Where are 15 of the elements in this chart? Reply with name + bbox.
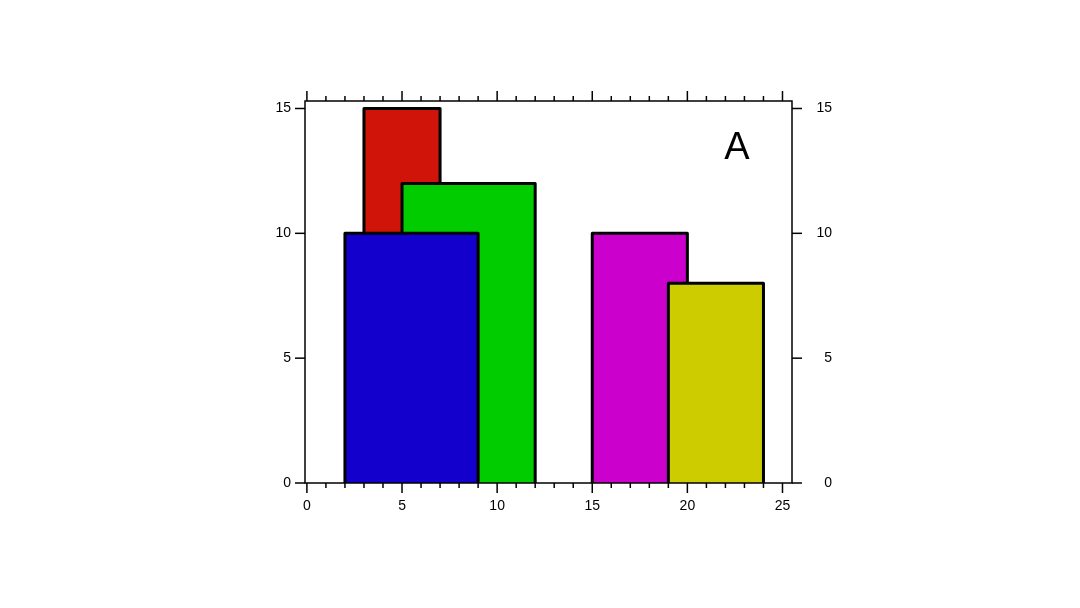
x-tick-label: 20 (679, 497, 696, 514)
y-tick-label: 15 (275, 99, 292, 116)
y2-tick-label: 5 (824, 349, 833, 366)
annotation: A (724, 125, 751, 167)
y-tick-label: 0 (283, 473, 292, 490)
y2-tick-label: 10 (816, 224, 833, 241)
x-tick-label: 25 (774, 497, 791, 514)
x-tick-label: 10 (489, 497, 506, 514)
y-tick-label: 10 (275, 224, 292, 241)
y2-tick-label: 15 (816, 99, 833, 116)
x-tick-label: 0 (303, 497, 311, 514)
y2-tick-label: 0 (824, 473, 833, 490)
x-tick-label: 5 (398, 497, 407, 514)
x-tick-label: 15 (584, 497, 601, 514)
y-tick-label: 5 (283, 349, 292, 366)
